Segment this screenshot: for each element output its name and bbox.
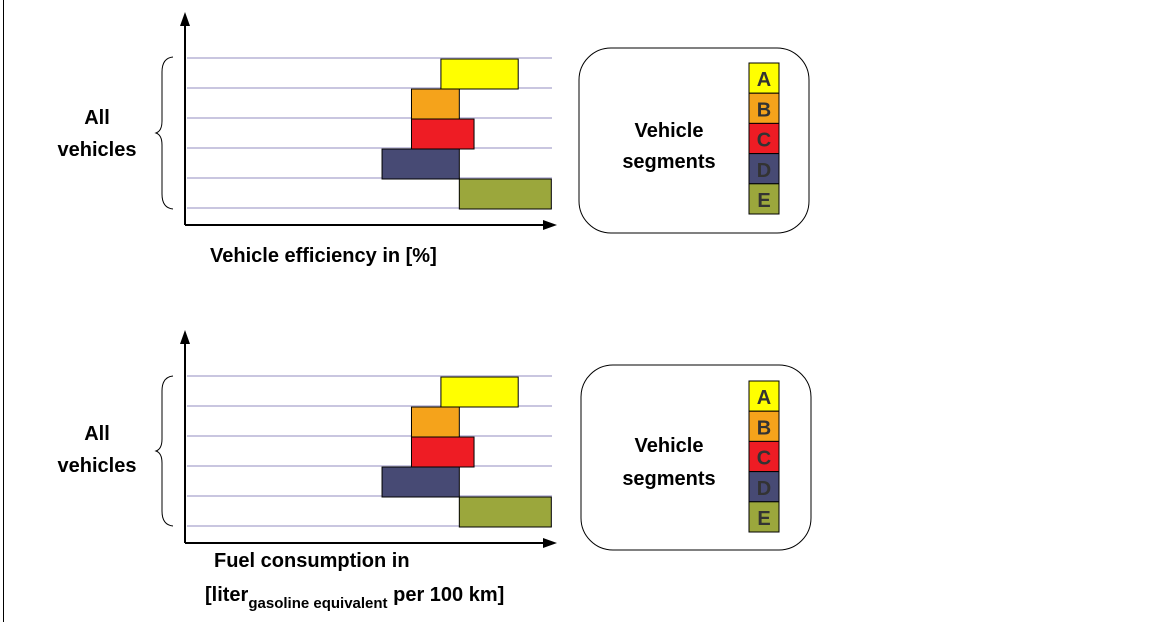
y-axis-label-line1: All xyxy=(84,423,110,445)
x-axis-label-suffix: per 100 km] xyxy=(388,584,505,606)
bar-segment-c xyxy=(410,118,475,150)
legend-swatch-d xyxy=(748,471,780,503)
legend-swatch-a xyxy=(748,380,780,412)
legend-swatch-e xyxy=(748,183,780,215)
legend-title-line1: Vehicle xyxy=(635,435,704,457)
y-axis-label-line2: vehicles xyxy=(58,455,137,477)
x-axis-label-line1: Fuel consumption in xyxy=(214,550,410,572)
bar-segment-b xyxy=(410,406,460,438)
curly-brace xyxy=(154,375,174,527)
legend-letter-e: E xyxy=(757,190,770,212)
y-axis-arrowhead xyxy=(180,330,190,344)
gridlines xyxy=(187,57,552,209)
fuel-consumption-panel: All vehicles Fuel consumption in [literg… xyxy=(58,330,812,612)
x-axis-arrowhead xyxy=(543,220,557,230)
x-axis-arrowhead xyxy=(543,538,557,548)
legend-letter-a: A xyxy=(757,387,771,409)
x-axis-label-subscript: gasoline equivalent xyxy=(248,595,387,612)
legend-letter-a: A xyxy=(757,69,771,91)
legend-letter-b: B xyxy=(757,99,771,121)
y-axis-label-line2: vehicles xyxy=(58,139,137,161)
legend-letter-c: C xyxy=(757,130,771,152)
y-axis-arrowhead xyxy=(180,12,190,26)
legend-letter-d: D xyxy=(757,478,771,500)
bar-segment-c xyxy=(410,436,475,468)
legend-swatch-b xyxy=(748,410,780,442)
bar-segment-e xyxy=(458,178,552,210)
bar-segment-a xyxy=(440,376,519,408)
legend-title-line1: Vehicle xyxy=(635,120,704,142)
x-axis-label: Vehicle efficiency in [%] xyxy=(210,245,437,267)
bar-segment-d xyxy=(381,148,460,180)
bars xyxy=(381,58,552,210)
bar-segment-a xyxy=(440,58,519,90)
efficiency-panel: All vehicles Vehicle efficiency in [%] V… xyxy=(58,12,810,267)
legend-letter-e: E xyxy=(757,508,770,530)
bars xyxy=(381,376,552,528)
bar-segment-b xyxy=(410,88,460,120)
bar-segment-e xyxy=(458,496,552,528)
legend-letter-d: D xyxy=(757,160,771,182)
y-axis-label-line1: All xyxy=(84,107,110,129)
bar-segment-d xyxy=(381,466,460,498)
legend-title-line2: segments xyxy=(622,468,715,490)
legend-swatch-a xyxy=(748,62,780,94)
x-axis-label-line2: [litergasoline equivalent per 100 km] xyxy=(205,584,504,612)
legend-swatch-d xyxy=(748,153,780,185)
legend-letter-b: B xyxy=(757,417,771,439)
legend-swatch-e xyxy=(748,501,780,533)
legend-letter-c: C xyxy=(757,448,771,470)
curly-brace xyxy=(154,56,174,210)
x-axis-label-prefix: [liter xyxy=(205,584,249,606)
legend-title-line2: segments xyxy=(622,151,715,173)
legend-swatch-b xyxy=(748,92,780,124)
